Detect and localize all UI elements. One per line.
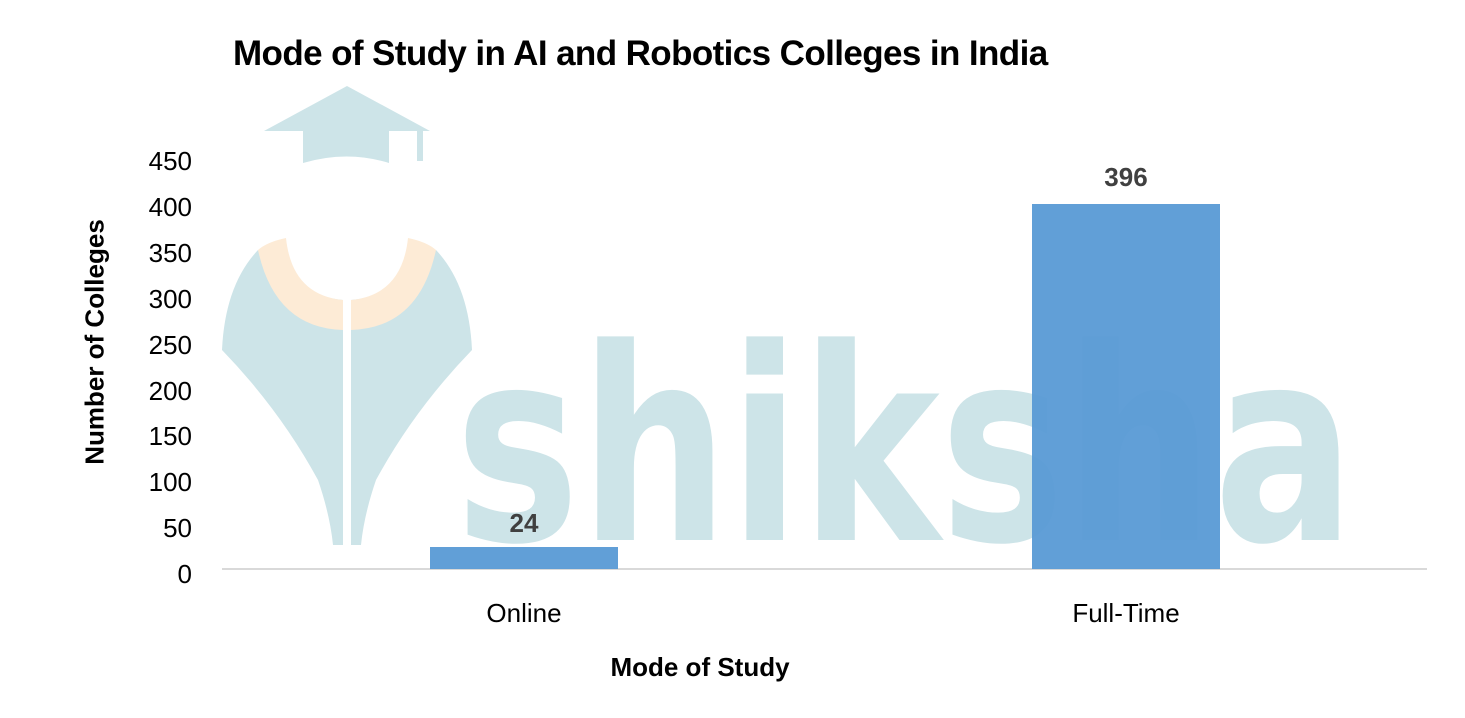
- y-tick: 100: [148, 467, 192, 497]
- y-tick: 200: [148, 376, 192, 406]
- y-tick: 300: [148, 284, 192, 314]
- x-axis-line: [222, 568, 1427, 570]
- y-tick: 400: [148, 192, 192, 222]
- data-label-full-time: 396: [1104, 162, 1148, 192]
- y-tick: 250: [148, 330, 192, 360]
- y-tick: 450: [148, 146, 192, 176]
- y-tick: 50: [163, 513, 192, 543]
- y-tick: 150: [148, 421, 192, 451]
- y-tick: 0: [177, 559, 192, 589]
- x-axis-label: Mode of Study: [610, 652, 790, 682]
- bar-online[interactable]: [430, 547, 618, 569]
- x-tick-full-time: Full-Time: [1072, 598, 1180, 628]
- chart-title: Mode of Study in AI and Robotics College…: [233, 34, 1048, 73]
- bar-full-time[interactable]: [1032, 204, 1220, 569]
- x-tick-online: Online: [486, 598, 562, 628]
- data-label-online: 24: [509, 508, 539, 538]
- y-tick: 350: [148, 238, 192, 268]
- y-axis-label: Number of Colleges: [79, 219, 110, 465]
